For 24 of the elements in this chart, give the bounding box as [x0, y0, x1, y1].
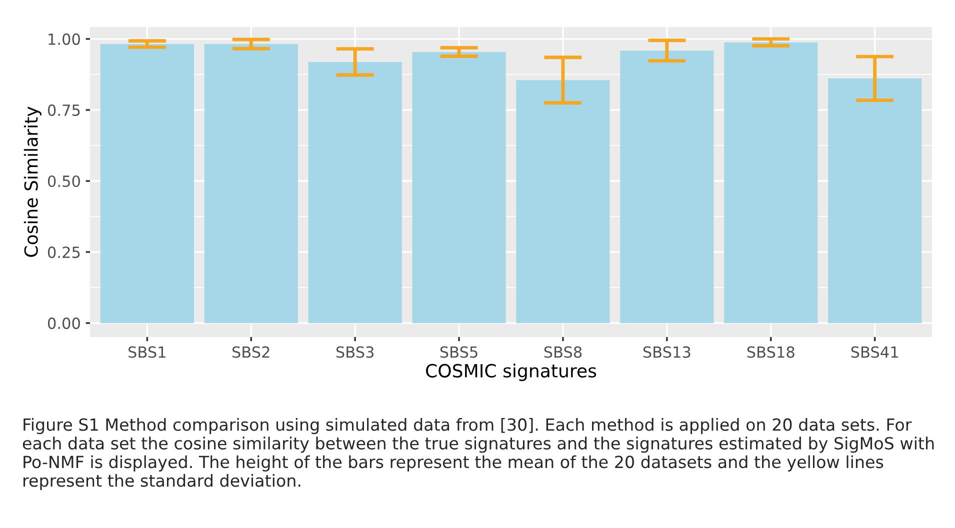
- bar: [828, 78, 922, 324]
- bar: [724, 42, 818, 324]
- bar: [412, 52, 506, 324]
- bar: [204, 44, 298, 324]
- bar: [516, 80, 610, 324]
- x-tick-label: SBS8: [544, 346, 582, 358]
- x-tick-label: SBS3: [336, 346, 374, 358]
- y-tick-label: 0.50: [48, 175, 80, 188]
- bar: [100, 44, 194, 324]
- x-axis-title: COSMIC signatures: [426, 364, 596, 382]
- x-tick-label: SBS2: [232, 346, 270, 358]
- y-tick-label: 1.00: [48, 33, 80, 45]
- x-tick-label: SBS1: [128, 346, 166, 358]
- x-tick-label: SBS13: [643, 346, 690, 358]
- x-tick-label: SBS41: [851, 346, 898, 358]
- bar: [620, 50, 714, 324]
- y-tick-label: 0.00: [48, 318, 80, 330]
- x-tick-label: SBS5: [440, 346, 478, 358]
- y-tick-label: 0.75: [48, 104, 80, 116]
- bar: [308, 62, 402, 324]
- y-tick-label: 0.25: [48, 246, 80, 258]
- x-tick-label: SBS18: [747, 346, 794, 358]
- caption: Figure S1 Method comparison using simulated data from [30]. Each method is applied on 20 data sets. For each data set the cosine similarity between the true signatures and the signatures estimated by SigMoS with Po-NMF is displayed. The height of the bars represent the mean of the 20 datasets and the yellow lines represent the standard deviation.: [22, 418, 934, 490]
- y-axis-title: Cosine Similarity: [24, 106, 42, 257]
